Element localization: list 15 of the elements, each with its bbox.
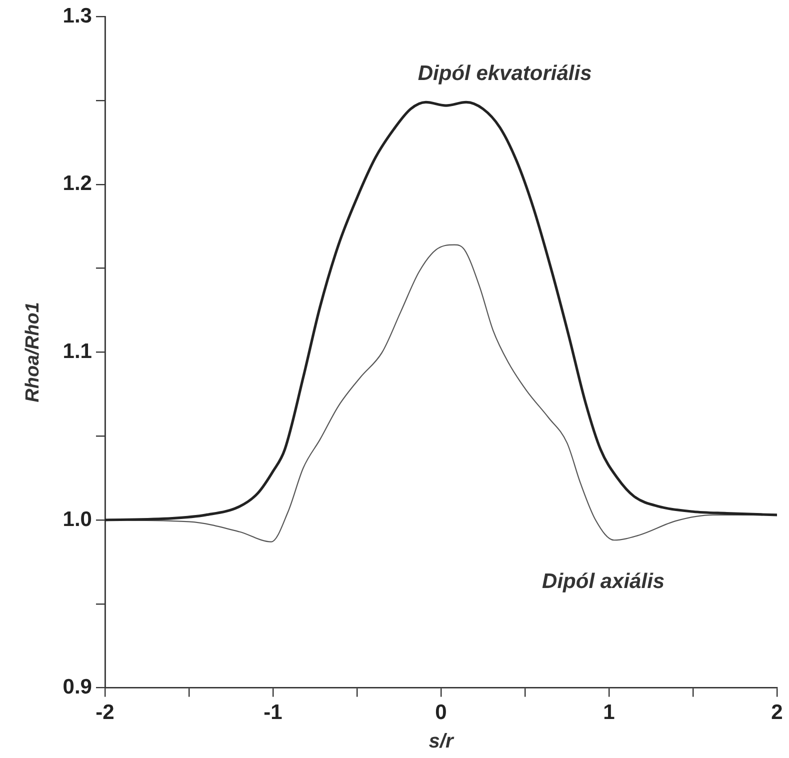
y-tick-label: 1.2 bbox=[62, 172, 92, 196]
line-series bbox=[104, 100, 777, 522]
y-tick-label: 1.1 bbox=[62, 340, 92, 363]
series-label: Dipól ekvatoriális bbox=[418, 62, 592, 85]
x-tick-label: 2 bbox=[771, 701, 783, 724]
x-tick-label: -1 bbox=[264, 701, 283, 724]
y-tick-label: 1.0 bbox=[62, 508, 92, 531]
y-tick-label: 1.3 bbox=[62, 4, 92, 28]
y-axis-title: Rhoa/Rho1 bbox=[22, 302, 44, 402]
x-axis-title: s/r bbox=[428, 730, 454, 753]
x-tick-label: 0 bbox=[435, 701, 447, 724]
x-tick-label: -2 bbox=[96, 701, 114, 724]
y-tick-label: 0.9 bbox=[62, 676, 92, 699]
x-tick-label: 1 bbox=[603, 701, 616, 724]
series-label: Dipól axiális bbox=[542, 570, 665, 593]
